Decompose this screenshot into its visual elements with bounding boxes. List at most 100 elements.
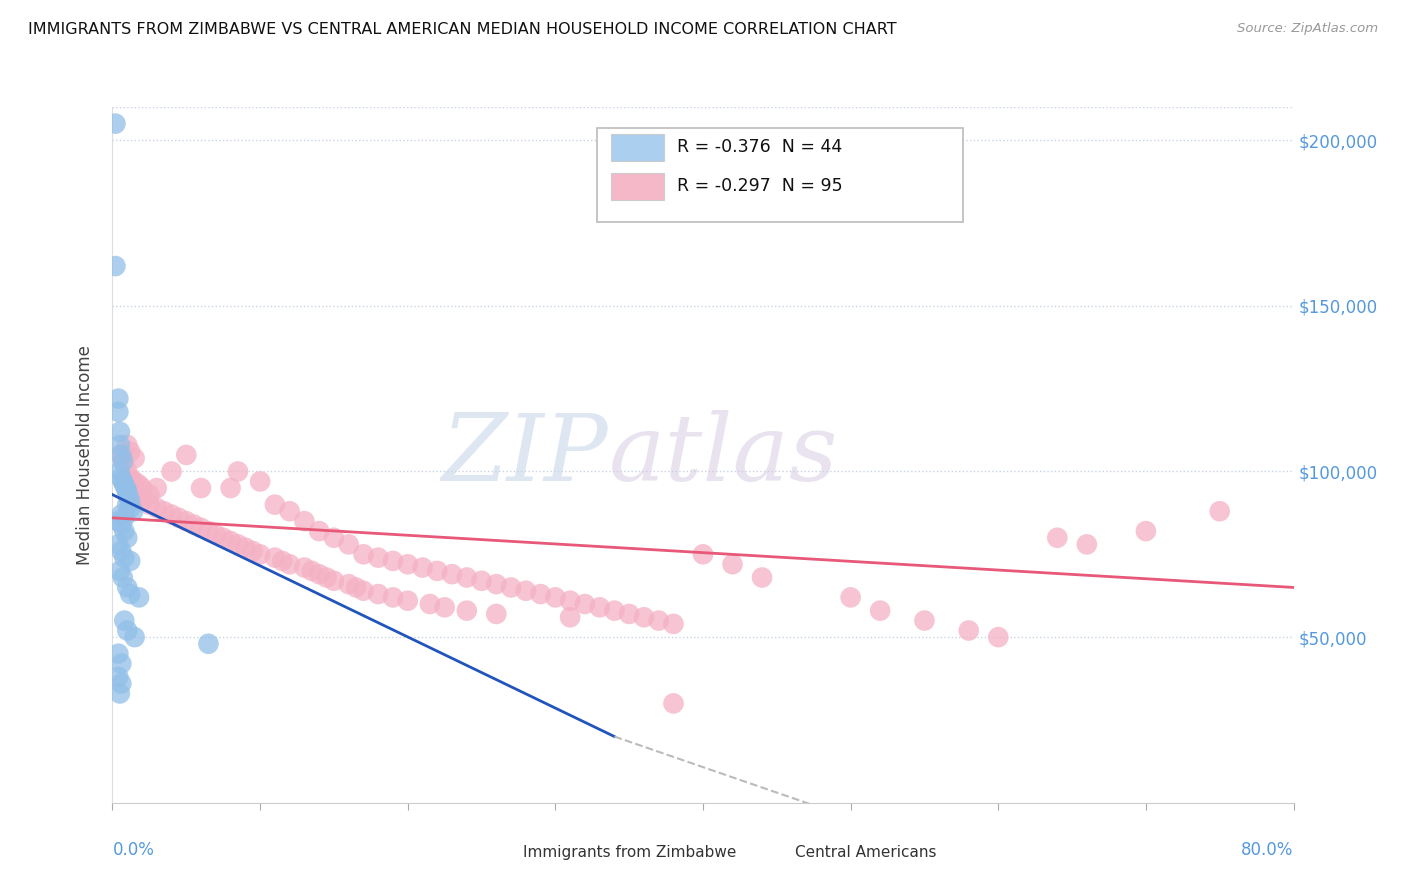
Point (107, 405, 129, 419)
Point (219, 481, 242, 495)
Point (249, 475, 271, 489)
Point (558, 593, 582, 607)
Point (112, 477, 135, 491)
Point (190, 521, 212, 535)
Point (441, 567, 464, 582)
Point (108, 438, 131, 452)
Point (128, 491, 150, 505)
Point (662, 697, 685, 711)
Point (249, 547, 271, 561)
Text: ZIP: ZIP (441, 410, 609, 500)
Text: Central Americans: Central Americans (796, 846, 936, 861)
Point (485, 607, 508, 621)
Point (110, 471, 132, 485)
Point (167, 511, 190, 525)
Point (111, 454, 134, 468)
Bar (762, 846, 787, 861)
FancyBboxPatch shape (596, 128, 963, 222)
Point (515, 583, 537, 598)
Point (108, 448, 131, 462)
Point (292, 560, 315, 574)
Point (131, 494, 153, 508)
Point (108, 564, 131, 578)
Point (456, 570, 478, 584)
Point (174, 514, 197, 528)
Point (120, 444, 142, 458)
Point (117, 438, 138, 452)
Point (117, 581, 138, 595)
Point (226, 537, 249, 551)
Point (456, 604, 478, 618)
Point (574, 597, 596, 611)
Point (278, 504, 301, 518)
Point (107, 647, 129, 661)
Point (146, 481, 169, 495)
Point (117, 488, 138, 502)
Point (839, 591, 862, 605)
Point (619, 607, 641, 621)
Point (367, 550, 389, 565)
Point (396, 558, 419, 572)
Point (120, 471, 142, 485)
Point (501, 581, 523, 595)
Point (124, 451, 146, 466)
Bar (610, 134, 664, 161)
Point (205, 527, 228, 541)
Point (120, 554, 142, 568)
Point (433, 600, 456, 615)
Point (110, 657, 132, 671)
Point (692, 547, 714, 561)
Point (124, 630, 146, 644)
Point (117, 465, 138, 479)
Bar (491, 846, 516, 861)
Point (662, 616, 685, 631)
Point (470, 574, 494, 588)
Text: atlas: atlas (609, 410, 838, 500)
Point (633, 610, 655, 624)
Point (110, 544, 132, 558)
Text: R = -0.376  N = 44: R = -0.376 N = 44 (678, 138, 842, 156)
Point (212, 531, 235, 545)
Point (957, 624, 980, 638)
Point (108, 686, 131, 700)
Point (344, 581, 367, 595)
Point (110, 508, 132, 522)
Point (337, 537, 360, 551)
Point (138, 498, 160, 512)
Point (352, 547, 374, 561)
Y-axis label: Median Household Income: Median Household Income (76, 345, 94, 565)
Point (308, 524, 330, 538)
Point (278, 558, 301, 572)
Point (197, 524, 219, 538)
Point (315, 570, 337, 584)
Point (112, 511, 135, 525)
Point (131, 481, 153, 495)
Point (110, 448, 132, 462)
Point (120, 587, 142, 601)
Point (117, 531, 138, 545)
Point (128, 591, 150, 605)
Point (869, 604, 891, 618)
Point (110, 676, 132, 690)
Point (337, 577, 360, 591)
Point (242, 544, 264, 558)
Text: Immigrants from Zimbabwe: Immigrants from Zimbabwe (523, 846, 737, 861)
Point (382, 554, 405, 568)
Point (219, 534, 242, 549)
Point (174, 448, 197, 462)
Point (190, 481, 212, 495)
Point (647, 614, 671, 628)
Point (111, 570, 134, 584)
Point (120, 500, 142, 515)
Point (110, 517, 132, 532)
Point (146, 500, 169, 515)
Point (323, 531, 346, 545)
Point (987, 630, 1010, 644)
Point (104, 117, 127, 131)
Point (233, 541, 256, 555)
Point (112, 454, 135, 468)
Point (160, 465, 183, 479)
Point (382, 591, 405, 605)
Point (1046, 531, 1069, 545)
Point (721, 558, 744, 572)
